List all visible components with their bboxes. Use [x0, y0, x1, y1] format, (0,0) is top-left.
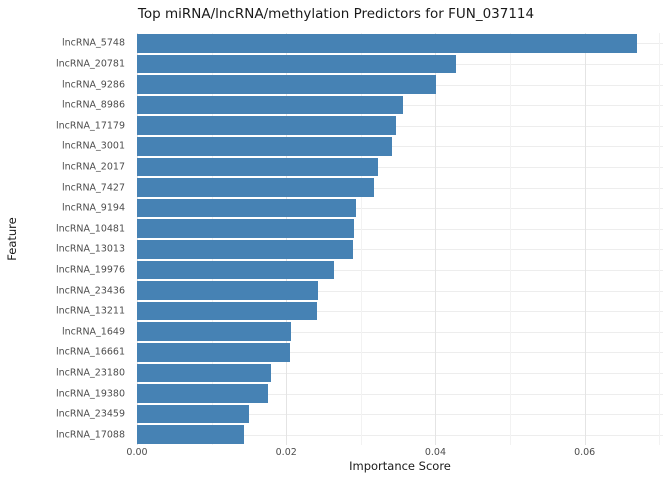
ytick-label: lncRNA_23180 [55, 367, 125, 379]
bar-lncRNA_19380 [137, 384, 269, 403]
ytick-label: lncRNA_10481 [55, 223, 125, 235]
xtick-label: 0.06 [574, 447, 596, 458]
ytick-label: lncRNA_9194 [61, 202, 125, 214]
gridline-vertical-major [286, 33, 288, 445]
ytick-label: lncRNA_16661 [55, 346, 125, 358]
ytick-label: lncRNA_20781 [55, 58, 125, 70]
gridline-horizontal [137, 352, 663, 354]
chart-title: Top miRNA/lncRNA/methylation Predictors … [137, 6, 535, 22]
bar-lncRNA_23436 [137, 281, 319, 300]
bar-lncRNA_7427 [137, 178, 375, 197]
plot-area [137, 33, 663, 445]
gridline-horizontal [137, 331, 663, 333]
ytick-label: lncRNA_5748 [61, 37, 125, 49]
ytick-label: lncRNA_1649 [61, 326, 125, 338]
bar-lncRNA_13211 [137, 301, 317, 321]
ytick-label: lncRNA_19380 [55, 388, 125, 399]
xtick-label: 0.04 [424, 447, 447, 458]
gridline-horizontal [137, 125, 663, 127]
bar-lncRNA_13013 [137, 240, 354, 259]
gridline-vertical-major [435, 33, 437, 445]
bar-lncRNA_1649 [137, 322, 291, 341]
bar-lncRNA_17179 [137, 116, 396, 135]
gridline-horizontal [137, 414, 663, 416]
gridline-horizontal [137, 208, 663, 210]
gridline-horizontal [137, 434, 663, 436]
ytick-label: lncRNA_13211 [55, 305, 125, 317]
bar-lncRNA_8986 [137, 95, 403, 115]
gridline-horizontal [137, 372, 663, 374]
gridline-vertical-major [584, 33, 586, 445]
gridline-horizontal [137, 166, 663, 168]
gridline-horizontal [137, 311, 663, 313]
gridline-vertical-minor [211, 33, 213, 445]
bar-lncRNA_23459 [137, 404, 249, 424]
bar-lncRNA_16661 [137, 343, 290, 362]
bar-lncRNA_5748 [137, 34, 637, 53]
gridline-horizontal [137, 393, 663, 395]
ytick-label: lncRNA_17179 [55, 120, 125, 132]
ytick-label: lncRNA_3001 [61, 140, 125, 152]
ytick-label: lncRNA_19976 [55, 264, 125, 276]
gridline-vertical-minor [360, 33, 362, 445]
gridline-vertical-minor [510, 33, 512, 445]
ytick-label: lncRNA_13013 [55, 243, 125, 255]
ytick-label: lncRNA_23459 [55, 408, 125, 420]
ytick-label: lncRNA_23436 [55, 285, 125, 296]
y-tick-labels: lncRNA_5748 lncRNA_20781 lncRNA_9286 lncRNA… [0, 33, 131, 445]
ytick-label: lncRNA_8986 [61, 99, 125, 111]
gridline-horizontal [137, 290, 663, 292]
gridline-vertical-major [137, 33, 138, 445]
x-tick-labels: 0.00 0.02 0.04 0.06 [126, 447, 663, 461]
gridline-horizontal [137, 146, 663, 148]
bar-lncRNA_17088 [137, 425, 245, 444]
bar-lncRNA_23180 [137, 363, 271, 383]
gridline-vertical-minor [659, 33, 661, 445]
bar-lncRNA_9194 [137, 198, 356, 218]
ytick-label: lncRNA_9286 [61, 79, 125, 90]
gridline-horizontal [137, 249, 663, 251]
ytick-label: lncRNA_7427 [61, 182, 125, 193]
gridline-horizontal [137, 228, 663, 230]
xtick-label: 0.00 [126, 447, 148, 458]
bar-lncRNA_9286 [137, 75, 437, 94]
bar-lncRNA_20781 [137, 54, 456, 74]
bar-lncRNA_10481 [137, 219, 355, 238]
ytick-label: lncRNA_2017 [61, 161, 125, 173]
bar-lncRNA_3001 [137, 137, 393, 156]
gridline-horizontal [137, 269, 663, 271]
bar-lncRNA_19976 [137, 260, 334, 280]
gridline-horizontal [137, 187, 663, 189]
ytick-label: lncRNA_17088 [55, 429, 125, 441]
x-axis-title: Importance Score [349, 459, 451, 473]
bar-lncRNA_2017 [137, 157, 378, 177]
xtick-label: 0.02 [275, 447, 297, 458]
